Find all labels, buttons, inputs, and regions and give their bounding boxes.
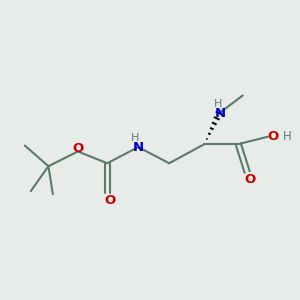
Text: H: H [283,130,291,143]
Text: N: N [215,107,226,120]
Text: H: H [214,99,222,109]
Text: O: O [268,130,279,143]
Text: O: O [244,173,255,186]
Text: O: O [72,142,83,155]
Text: N: N [133,141,144,154]
Text: O: O [104,194,115,207]
Text: H: H [131,133,140,142]
